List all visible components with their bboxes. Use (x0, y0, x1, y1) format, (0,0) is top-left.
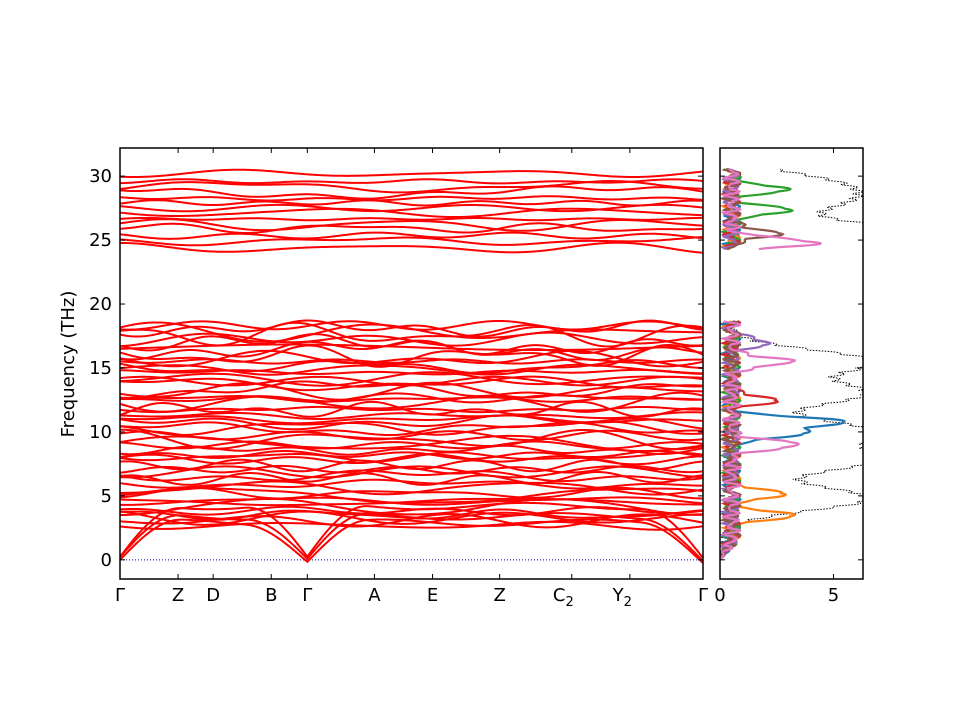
k-point-label: Γ (302, 585, 312, 606)
y-tick-label: 10 (89, 422, 112, 443)
optical-band (120, 216, 703, 222)
k-point-label: A (368, 585, 381, 606)
optical-band (120, 508, 703, 521)
optical-band (120, 218, 703, 232)
k-point-label: Γ (115, 585, 125, 606)
optical-band (120, 375, 703, 387)
optical-band (120, 480, 703, 496)
y-tick-label: 15 (89, 358, 112, 379)
partial-dos-curve (720, 168, 822, 561)
optical-band (120, 319, 703, 338)
optical-band (120, 414, 703, 431)
optical-band (120, 185, 703, 200)
optical-band (120, 496, 703, 506)
optical-band (120, 344, 703, 368)
dos-x-tick-label: 5 (828, 585, 839, 606)
total-dos-curve (720, 168, 863, 560)
optical-band (120, 236, 703, 247)
optical-band (120, 505, 703, 517)
optical-band (120, 203, 703, 213)
optical-band (120, 375, 703, 392)
y-tick-label: 30 (89, 166, 112, 187)
acoustic-band (120, 518, 703, 564)
dos-frame (719, 147, 864, 580)
y-tick-label: 0 (101, 550, 112, 571)
optical-band (120, 400, 703, 418)
optical-band (120, 428, 703, 451)
optical-band (120, 414, 703, 425)
y-tick-label: 25 (89, 230, 112, 251)
y-tick-label: 5 (101, 486, 112, 507)
optical-band (120, 451, 703, 463)
optical-band (120, 199, 703, 207)
optical-band (120, 392, 703, 404)
band-lines (120, 168, 703, 564)
dos-x-tick-label: 0 (714, 585, 725, 606)
optical-band (120, 168, 703, 178)
optical-band (120, 510, 703, 526)
y-axis-title: Frequency (THz) (58, 291, 79, 438)
optical-band (120, 429, 703, 442)
optical-band (120, 195, 703, 202)
optical-band (120, 178, 703, 185)
optical-band (120, 241, 703, 254)
optical-band (120, 520, 703, 531)
optical-band (120, 453, 703, 466)
k-point-subscript: 2 (624, 595, 632, 610)
k-point-label: B (265, 585, 277, 606)
optical-band (120, 180, 703, 194)
optical-band (120, 319, 703, 331)
optical-band (120, 421, 703, 437)
y-tick-label: 20 (89, 294, 112, 315)
optical-band (120, 449, 703, 460)
band-frame (119, 147, 704, 580)
k-point-label: Z (493, 585, 505, 606)
optical-band (120, 469, 703, 483)
optical-band (120, 465, 703, 479)
optical-band (120, 321, 703, 348)
optical-band (120, 207, 703, 219)
k-point-subscript: 2 (565, 595, 573, 610)
optical-band (120, 478, 703, 490)
k-point-label: Z (172, 585, 184, 606)
optical-band (120, 222, 703, 235)
optical-band (120, 231, 703, 240)
k-point-label: D (206, 585, 220, 606)
optical-band (120, 391, 703, 413)
optical-band (120, 411, 703, 420)
optical-band (120, 470, 703, 486)
k-point-label: Γ (698, 585, 708, 606)
dos-lines (720, 168, 863, 561)
optical-band (120, 359, 703, 375)
k-point-label: E (427, 585, 438, 606)
